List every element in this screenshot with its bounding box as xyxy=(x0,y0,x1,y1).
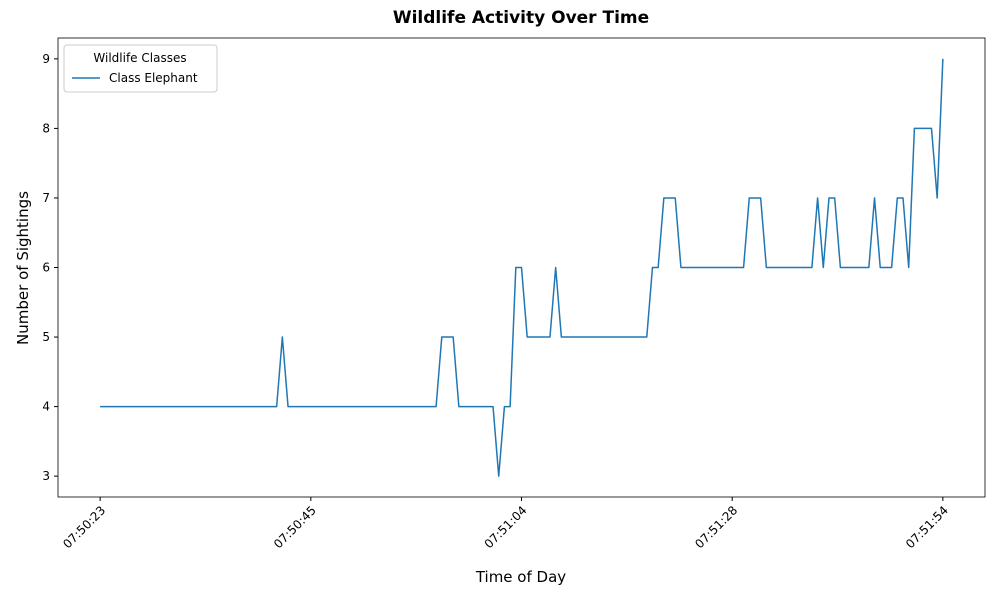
x-tick-label: 07:50:45 xyxy=(271,503,319,551)
y-tick-label: 4 xyxy=(42,400,50,414)
y-tick-label: 9 xyxy=(42,52,50,66)
y-tick-label: 6 xyxy=(42,261,50,275)
legend-box xyxy=(63,44,218,93)
y-tick-label: 8 xyxy=(42,121,50,135)
legend-label: Class Elephant xyxy=(109,71,198,85)
x-axis-label: Time of Day xyxy=(475,568,566,586)
y-tick-label: 5 xyxy=(42,330,50,344)
y-tick-label: 3 xyxy=(42,469,50,483)
x-tick-label: 07:50:23 xyxy=(60,503,108,551)
data-line xyxy=(100,58,944,477)
x-tick-label: 07:51:04 xyxy=(482,503,530,551)
x-tick-label: 07:51:28 xyxy=(692,503,740,551)
y-axis-label: Number of Sightings xyxy=(14,191,32,345)
chart-title: Wildlife Activity Over Time xyxy=(393,8,649,28)
x-tick-label: 07:51:54 xyxy=(903,503,951,551)
legend-title: Wildlife Classes xyxy=(93,51,186,65)
y-tick-label: 7 xyxy=(42,191,50,205)
